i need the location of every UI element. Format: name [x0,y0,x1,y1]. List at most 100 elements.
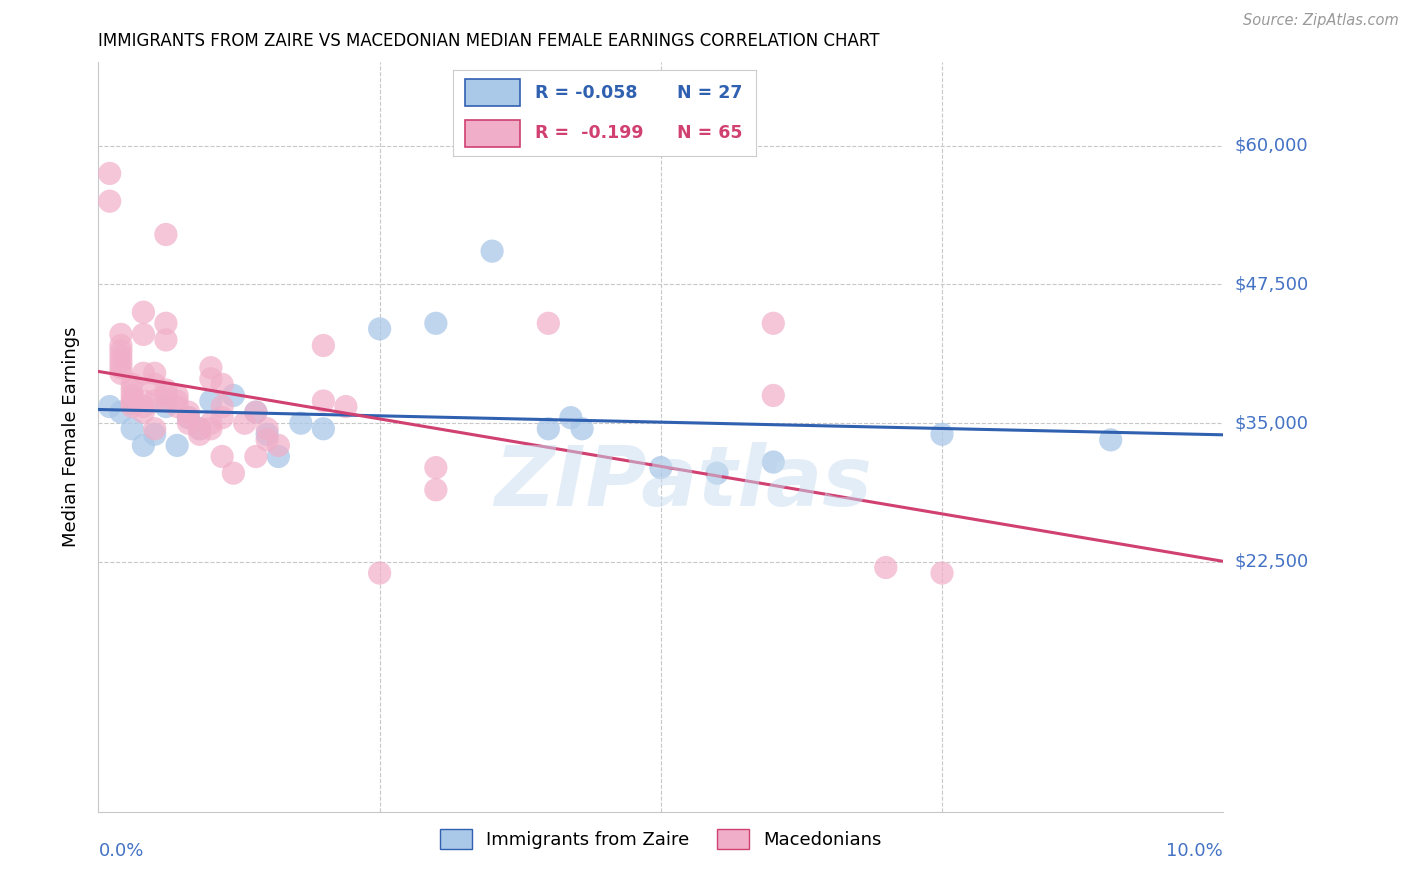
Point [368,322,391,336]
Point [256,427,278,442]
Point [200,416,222,430]
Point [200,360,222,375]
Point [177,416,200,430]
Legend: Immigrants from Zaire, Macedonians: Immigrants from Zaire, Macedonians [432,822,890,856]
Point [245,450,267,464]
Point [132,305,155,319]
Point [200,422,222,436]
Point [256,422,278,436]
Point [121,422,143,436]
Point [110,360,132,375]
Y-axis label: Median Female Earnings: Median Female Earnings [62,326,80,548]
Point [368,566,391,580]
Point [132,400,155,414]
Point [188,422,211,436]
Point [166,438,188,452]
Point [537,316,560,330]
Point [110,338,132,352]
Point [155,316,177,330]
Point [335,400,357,414]
Point [481,244,503,259]
Point [166,388,188,402]
Point [121,388,143,402]
Point [211,410,233,425]
Point [110,350,132,364]
Point [132,438,155,452]
Point [177,410,200,425]
Point [211,377,233,392]
Point [222,388,245,402]
Point [425,316,447,330]
Point [256,433,278,447]
Point [650,460,672,475]
Point [132,405,155,419]
Point [571,422,593,436]
Point [110,366,132,380]
Point [121,383,143,397]
Point [155,388,177,402]
Point [706,466,728,480]
Point [200,394,222,409]
Point [762,316,785,330]
Point [177,405,200,419]
Point [132,366,155,380]
Point [110,405,132,419]
Point [143,422,166,436]
Point [121,400,143,414]
Point [931,427,953,442]
Point [312,394,335,409]
Point [155,333,177,347]
Point [132,327,155,342]
Point [312,338,335,352]
Point [110,344,132,359]
Point [290,416,312,430]
Point [425,483,447,497]
Point [177,410,200,425]
Point [245,405,267,419]
Point [211,400,233,414]
Point [200,372,222,386]
Text: $22,500: $22,500 [1234,553,1309,571]
Point [98,166,121,180]
Text: ZIPatlas: ZIPatlas [495,442,872,523]
Text: $35,000: $35,000 [1234,414,1309,433]
Point [245,405,267,419]
Point [155,227,177,242]
Point [110,327,132,342]
Point [143,394,166,409]
Text: 0.0%: 0.0% [98,842,143,860]
Text: 10.0%: 10.0% [1167,842,1223,860]
Point [155,400,177,414]
Point [143,366,166,380]
Point [1099,433,1122,447]
Text: Source: ZipAtlas.com: Source: ZipAtlas.com [1243,13,1399,29]
Point [110,355,132,369]
Point [560,410,582,425]
Point [121,396,143,410]
Point [166,394,188,409]
Text: IMMIGRANTS FROM ZAIRE VS MACEDONIAN MEDIAN FEMALE EARNINGS CORRELATION CHART: IMMIGRANTS FROM ZAIRE VS MACEDONIAN MEDI… [98,32,880,50]
Point [267,450,290,464]
Point [98,194,121,209]
Text: $47,500: $47,500 [1234,276,1309,293]
Point [211,450,233,464]
Point [875,560,897,574]
Point [143,427,166,442]
Text: $60,000: $60,000 [1234,136,1308,154]
Point [121,377,143,392]
Point [98,400,121,414]
Point [166,400,188,414]
Point [762,388,785,402]
Point [537,422,560,436]
Point [425,460,447,475]
Point [155,394,177,409]
Point [312,422,335,436]
Point [233,416,256,430]
Point [155,383,177,397]
Point [121,394,143,409]
Point [222,466,245,480]
Point [931,566,953,580]
Point [132,394,155,409]
Point [762,455,785,469]
Point [188,422,211,436]
